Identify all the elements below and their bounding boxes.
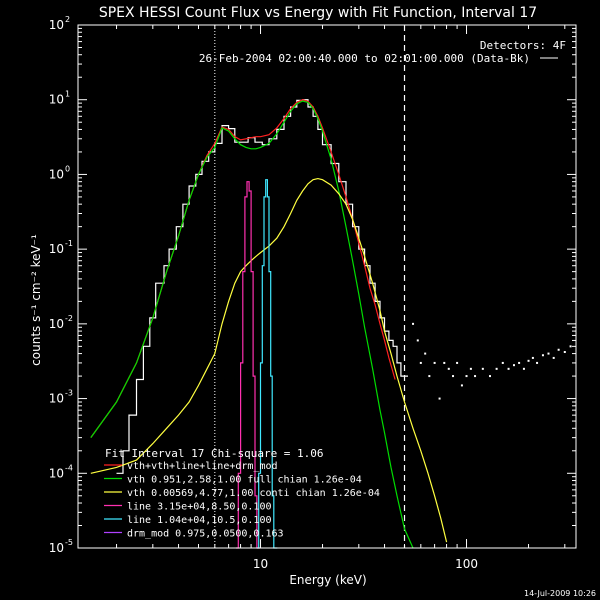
y-tick-label: 10: [49, 541, 64, 555]
series-6-point: [424, 352, 427, 355]
series-6-point: [536, 361, 539, 364]
series-6-point: [557, 348, 560, 351]
y-tick-label: 10: [49, 392, 64, 406]
series-3-line: [90, 177, 448, 543]
series-6-point: [447, 367, 450, 370]
series-6-point: [522, 367, 525, 370]
legend-layer: Fit Interval 17 Chi-square = 1.06 vth+vt…: [104, 447, 380, 540]
series-6-point: [527, 359, 530, 362]
chart-title: SPEX HESSI Count Flux vs Energy with Fit…: [99, 5, 537, 21]
series-6-point: [443, 361, 446, 364]
series-6-point: [541, 354, 544, 357]
series-6-point: [488, 375, 491, 378]
date-stamp: 14-Jul-2009 10:26: [524, 589, 596, 598]
series-6-point: [474, 375, 477, 378]
series-6-point: [512, 364, 515, 367]
legend-entry: line 1.04e+04,10.5,0.100: [127, 515, 272, 526]
y-tick-label: 10: [49, 242, 64, 256]
legend-entry: drm_mod 0.975,0.0500,0.163: [127, 529, 284, 540]
series-6-point: [438, 397, 441, 400]
detectors-label: Detectors: 4F: [480, 39, 566, 52]
series-4-line: [236, 181, 261, 549]
time-range-label: 26-Feb-2004 02:00:40.000 to 02:01:00.000…: [199, 52, 530, 65]
series-6-point: [531, 356, 534, 359]
y-tick-label-exponent: 1: [65, 90, 70, 99]
series-6-point: [547, 352, 550, 355]
series-6-point: [465, 375, 468, 378]
y-axis-label: counts s⁻¹ cm⁻² keV⁻¹: [29, 234, 43, 366]
y-tick-label-exponent: -5: [65, 538, 73, 547]
series-6-point: [452, 375, 455, 378]
series-2-line: [90, 100, 414, 549]
y-tick-label: 10: [49, 93, 64, 107]
series-6-point: [563, 351, 566, 354]
fit-header-label: Fit Interval 17 Chi-square = 1.06: [105, 447, 324, 460]
legend-entry: vth+vth+line+line+drm_mod: [127, 461, 278, 472]
x-tick-label: 10: [253, 557, 268, 571]
y-tick-label-exponent: 0: [65, 164, 70, 173]
x-tick-label: 100: [455, 557, 478, 571]
series-6-point: [469, 367, 472, 370]
legend-entry: line 3.15e+04,8.50,0.100: [127, 502, 272, 513]
y-tick-label-exponent: -3: [65, 389, 73, 398]
legend-entry: vth 0.951,2.58,1.00 full chian 1.26e-04: [127, 475, 362, 486]
y-tick-label-exponent: 2: [65, 15, 70, 24]
series-6-point: [412, 322, 415, 325]
y-tick-label: 10: [49, 18, 64, 32]
series-6-point: [552, 356, 555, 359]
series-6-point: [481, 367, 484, 370]
x-axis-label: Energy (keV): [289, 573, 366, 587]
series-5-line: [256, 179, 278, 549]
series-6-point: [569, 345, 572, 348]
series-6-point: [456, 361, 459, 364]
y-tick-label: 10: [49, 167, 64, 181]
series-6-point: [416, 339, 419, 342]
series-layer: [90, 25, 572, 549]
y-tick-label-exponent: -4: [65, 463, 73, 472]
y-tick-label: 10: [49, 466, 64, 480]
series-6-point: [507, 367, 510, 370]
y-tick-label-exponent: -1: [65, 239, 73, 248]
series-6-point: [419, 361, 422, 364]
series-6-point: [428, 375, 431, 378]
legend-entry: vth 0.00569,4.77,1.00 conti chian 1.26e-…: [127, 488, 380, 499]
y-tick-label-exponent: -2: [65, 314, 73, 323]
series-6-point: [495, 367, 498, 370]
series-6-point: [518, 361, 521, 364]
series-6-point: [501, 361, 504, 364]
series-6-point: [433, 361, 436, 364]
series-6-point: [460, 384, 463, 387]
plot-frame: [77, 24, 577, 549]
y-tick-label: 10: [49, 317, 64, 331]
